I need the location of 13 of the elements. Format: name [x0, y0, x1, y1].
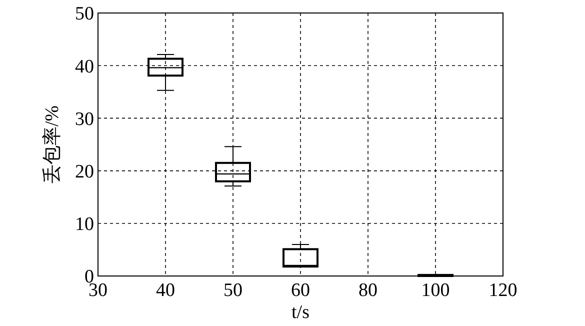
y-tick-label: 40 — [75, 56, 94, 78]
x-tick-label: 100 — [421, 280, 450, 301]
x-axis-title: t/s — [292, 302, 310, 323]
x-tick-label: 50 — [224, 280, 242, 301]
x-tick-label: 60 — [291, 280, 310, 301]
x-tick-label: 80 — [358, 280, 378, 301]
y-tick-label: 30 — [75, 108, 94, 130]
y-axis-title: 丢包率/% — [41, 105, 63, 184]
x-tick-label: 120 — [488, 280, 518, 301]
y-tick-label: 10 — [75, 214, 94, 236]
x-tick-label: 40 — [156, 280, 175, 301]
y-tick-label: 50 — [75, 4, 94, 25]
y-tick-label: 20 — [75, 161, 94, 182]
